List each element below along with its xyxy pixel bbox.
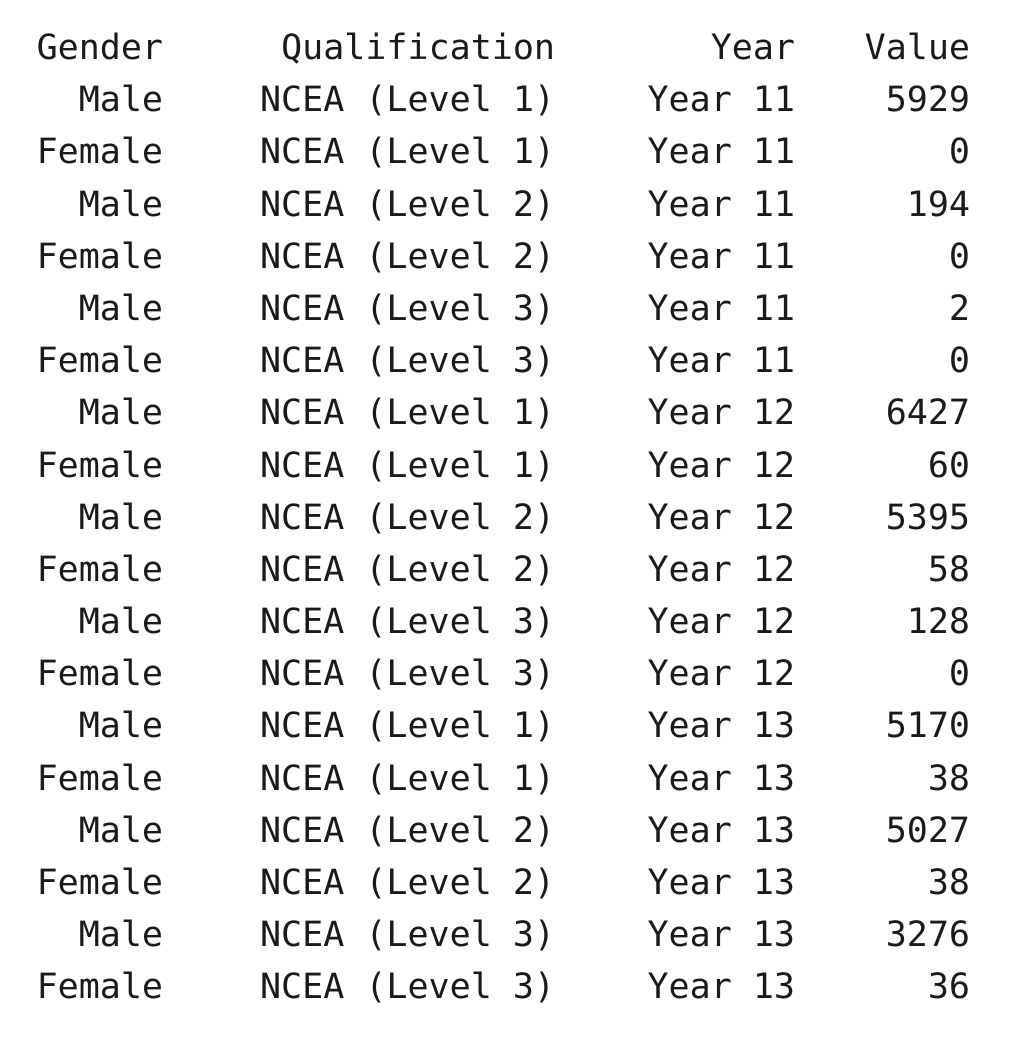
- cell-year: Year 12: [647, 654, 795, 695]
- cell-value: 60: [927, 445, 970, 486]
- table-body: Male NCEA (Level 1) Year 11 5929 Female NCEA …: [0, 74, 1020, 1013]
- table-row: Female NCEA (Level 3) Year 13 36: [0, 961, 1020, 1013]
- cell-value: 5027: [885, 810, 970, 851]
- table-row: Male NCEA (Level 3) Year 11 2: [0, 283, 1020, 335]
- cell-qualification: NCEA (Level 2): [259, 810, 555, 851]
- table-row: Female NCEA (Level 3) Year 12 0: [0, 648, 1020, 700]
- cell-year: Year 11: [647, 288, 795, 329]
- cell-year: Year 11: [647, 341, 795, 382]
- cell-gender: Female: [36, 863, 163, 903]
- table-row: Male NCEA (Level 2) Year 13 5027: [0, 805, 1020, 857]
- table-row: Male NCEA (Level 1) Year 11 5929: [0, 74, 1020, 126]
- cell-qualification: NCEA (Level 3): [259, 654, 555, 695]
- cell-gender: Male: [78, 706, 163, 747]
- cell-qualification: NCEA (Level 2): [259, 549, 555, 590]
- cell-year: Year 13: [647, 810, 795, 851]
- cell-gender: Male: [78, 602, 163, 643]
- table-row: Female NCEA (Level 2) Year 11 0: [0, 231, 1020, 283]
- cell-value: 0: [948, 236, 970, 277]
- cell-year: Year 13: [647, 967, 795, 1008]
- table-row: Male NCEA (Level 1) Year 13 5170: [0, 700, 1020, 752]
- cell-value: 6427: [885, 393, 970, 434]
- cell-qualification: NCEA (Level 2): [259, 184, 555, 225]
- cell-value: 5929: [885, 80, 970, 121]
- header-row: Gender Qualification Year Value: [0, 22, 1020, 74]
- cell-value: 58: [927, 549, 970, 590]
- cell-qualification: NCEA (Level 1): [259, 706, 555, 747]
- cell-gender: Female: [36, 341, 163, 382]
- cell-value: 3276: [885, 915, 970, 956]
- cell-qualification: NCEA (Level 3): [259, 341, 555, 382]
- cell-qualification: NCEA (Level 1): [259, 132, 555, 173]
- cell-qualification: NCEA (Level 3): [259, 967, 555, 1008]
- cell-qualification: NCEA (Level 1): [259, 445, 555, 486]
- cell-year: Year 13: [647, 758, 795, 799]
- header-qualification: Qualification: [281, 28, 555, 68]
- cell-year: Year 11: [647, 184, 795, 225]
- cell-gender: Female: [36, 967, 163, 1008]
- cell-qualification: NCEA (Level 3): [259, 602, 555, 643]
- cell-year: Year 13: [647, 863, 795, 903]
- table-row: Female NCEA (Level 1) Year 11 0: [0, 126, 1020, 178]
- cell-qualification: NCEA (Level 3): [259, 288, 555, 329]
- cell-value: 38: [927, 863, 970, 903]
- cell-gender: Female: [36, 758, 163, 799]
- cell-gender: Male: [78, 184, 163, 225]
- cell-year: Year 12: [647, 549, 795, 590]
- cell-qualification: NCEA (Level 1): [259, 758, 555, 799]
- cell-value: 5170: [885, 706, 970, 747]
- cell-value: 194: [906, 184, 970, 225]
- cell-gender: Male: [78, 497, 163, 538]
- table-row: Male NCEA (Level 3) Year 13 3276: [0, 909, 1020, 961]
- cell-qualification: NCEA (Level 3): [259, 915, 555, 956]
- cell-value: 128: [906, 602, 970, 643]
- cell-gender: Male: [78, 288, 163, 329]
- header-year: Year: [710, 28, 795, 68]
- cell-year: Year 13: [647, 706, 795, 747]
- cell-qualification: NCEA (Level 2): [259, 863, 555, 903]
- cell-value: 0: [948, 132, 970, 173]
- cell-year: Year 11: [647, 132, 795, 173]
- cell-year: Year 12: [647, 445, 795, 486]
- cell-year: Year 12: [647, 393, 795, 434]
- cell-gender: Female: [36, 236, 163, 277]
- cell-gender: Male: [78, 810, 163, 851]
- cell-year: Year 11: [647, 80, 795, 121]
- table-row: Female NCEA (Level 2) Year 13 38: [0, 857, 1020, 909]
- table-row: Male NCEA (Level 2) Year 11 194: [0, 179, 1020, 231]
- cell-value: 36: [927, 967, 970, 1008]
- cell-gender: Male: [78, 80, 163, 121]
- cell-gender: Male: [78, 915, 163, 956]
- cell-value: 0: [948, 654, 970, 695]
- cell-value: 5395: [885, 497, 970, 538]
- cell-gender: Female: [36, 549, 163, 590]
- data-table: Gender Qualification Year Value Male NCEA…: [0, 22, 1020, 1014]
- cell-year: Year 11: [647, 236, 795, 277]
- cell-year: Year 13: [647, 915, 795, 956]
- cell-qualification: NCEA (Level 2): [259, 236, 555, 277]
- cell-value: 0: [948, 341, 970, 382]
- cell-qualification: NCEA (Level 1): [259, 393, 555, 434]
- cell-year: Year 12: [647, 602, 795, 643]
- table-row: Female NCEA (Level 2) Year 12 58: [0, 544, 1020, 596]
- cell-qualification: NCEA (Level 1): [259, 80, 555, 121]
- table-row: Male NCEA (Level 2) Year 12 5395: [0, 492, 1020, 544]
- cell-year: Year 12: [647, 497, 795, 538]
- cell-gender: Male: [78, 393, 163, 434]
- cell-gender: Female: [36, 132, 163, 173]
- cell-qualification: NCEA (Level 2): [259, 497, 555, 538]
- cell-value: 2: [948, 288, 970, 329]
- cell-gender: Female: [36, 654, 163, 695]
- table-row: Female NCEA (Level 1) Year 12 60: [0, 440, 1020, 492]
- cell-gender: Female: [36, 445, 163, 486]
- table-row: Male NCEA (Level 3) Year 12 128: [0, 596, 1020, 648]
- header-value: Value: [864, 28, 970, 68]
- table-row: Female NCEA (Level 1) Year 13 38: [0, 753, 1020, 805]
- table-row: Male NCEA (Level 1) Year 12 6427: [0, 387, 1020, 439]
- table-row: Female NCEA (Level 3) Year 11 0: [0, 335, 1020, 387]
- header-gender: Gender: [36, 28, 163, 68]
- cell-value: 38: [927, 758, 970, 799]
